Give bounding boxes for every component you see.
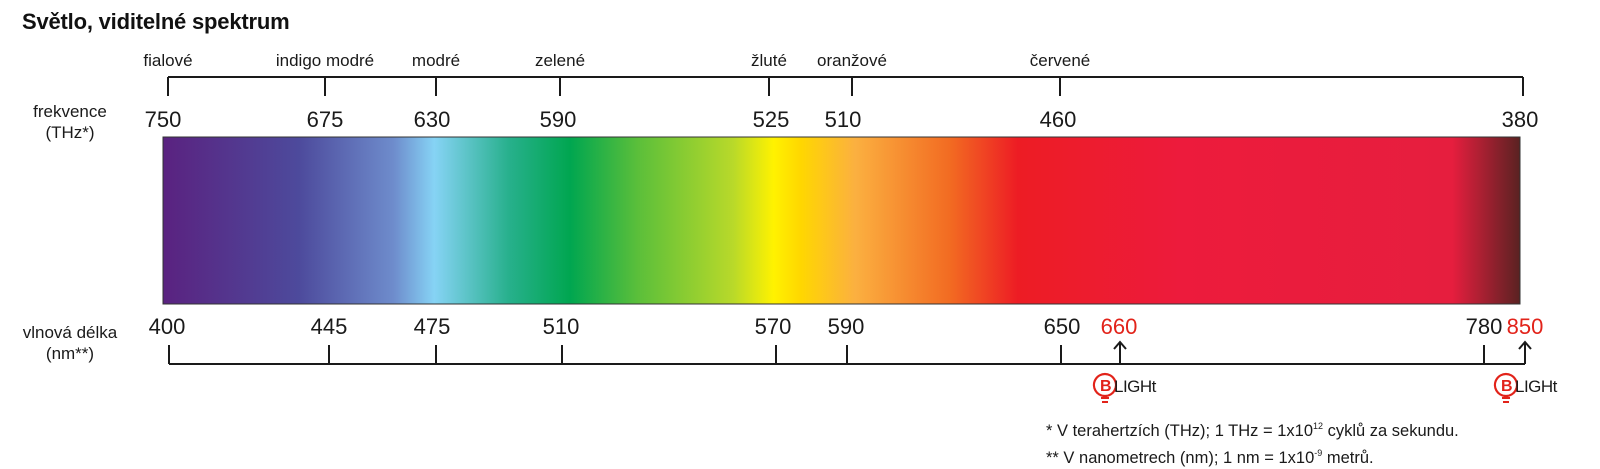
footnote-frequency: * V terahertzích (THz); 1 THz = 1x1012 c…	[1046, 421, 1459, 440]
frequency-label: frekvence (THz*)	[22, 101, 118, 143]
color-name-label: oranžové	[817, 51, 887, 70]
wavelength-tick-label: 445	[311, 314, 348, 339]
wavelength-tick-label: 650	[1044, 314, 1081, 339]
wavelength-label-line2: (nm**)	[45, 344, 95, 363]
wavelength-ticks: 400 445 475 510 570 590 650 660 780 850	[149, 314, 1544, 339]
blight-logo: B LIGHt	[1493, 372, 1558, 403]
logo-wordmark: LIGHt	[1114, 377, 1157, 396]
color-name-label: modré	[412, 51, 460, 70]
frequency-tick-label: 630	[414, 107, 451, 132]
footnote-wavelength: ** V nanometrech (nm); 1 nm = 1x10-9 met…	[1046, 448, 1374, 467]
wavelength-axis	[168, 345, 1525, 365]
frequency-tick-label: 590	[540, 107, 577, 132]
frequency-tick-label: 675	[307, 107, 344, 132]
wavelength-label-line1: vlnová délka	[22, 323, 118, 342]
page-title: Světlo, viditelné spektrum	[22, 9, 290, 34]
frequency-ticks: 750 675 630 590 525 510 460 380	[145, 107, 1539, 132]
color-name-label: indigo modré	[276, 51, 374, 70]
led-markers: B LIGHt B LIGHt	[1092, 340, 1558, 403]
frequency-tick-label: 460	[1040, 107, 1077, 132]
wavelength-tick-label: 660	[1101, 314, 1138, 339]
bulb-icon	[1493, 372, 1519, 398]
color-name-label: žluté	[751, 51, 787, 70]
color-name-label: fialové	[143, 51, 192, 70]
wavelength-tick-label: 780	[1466, 314, 1503, 339]
logo-b-letter: B	[1100, 378, 1112, 395]
frequency-tick-label: 510	[825, 107, 862, 132]
wavelength-tick-label: 400	[149, 314, 186, 339]
color-name-label: červené	[1030, 51, 1090, 70]
wavelength-tick-label: 570	[755, 314, 792, 339]
wavelength-tick-label: 475	[414, 314, 451, 339]
marker-arrow-head	[1518, 340, 1532, 350]
wavelength-tick-label: 510	[543, 314, 580, 339]
blight-logo: B LIGHt	[1092, 372, 1157, 403]
logo-b-letter: B	[1501, 378, 1513, 395]
logo-wordmark: LIGHt	[1515, 377, 1558, 396]
frequency-label-line1: frekvence	[33, 102, 107, 121]
color-name-label: zelené	[535, 51, 585, 70]
wavelength-tick-label: 850	[1507, 314, 1544, 339]
footnotes: * V terahertzích (THz); 1 THz = 1x1012 c…	[1046, 415, 1459, 469]
wavelength-tick-label: 590	[828, 314, 865, 339]
wavelength-label: vlnová délka (nm**)	[14, 322, 126, 364]
frequency-tick-label: 525	[753, 107, 790, 132]
frequency-tick-label: 380	[1502, 107, 1539, 132]
color-name-axis: fialové indigo modré modré zelené žluté oranž…	[143, 51, 1524, 96]
spectrum-bar	[162, 136, 1521, 305]
bulb-icon	[1092, 372, 1118, 398]
frequency-tick-label: 750	[145, 107, 182, 132]
marker-arrow-head	[1113, 340, 1127, 350]
frequency-label-line2: (THz*)	[45, 123, 95, 142]
